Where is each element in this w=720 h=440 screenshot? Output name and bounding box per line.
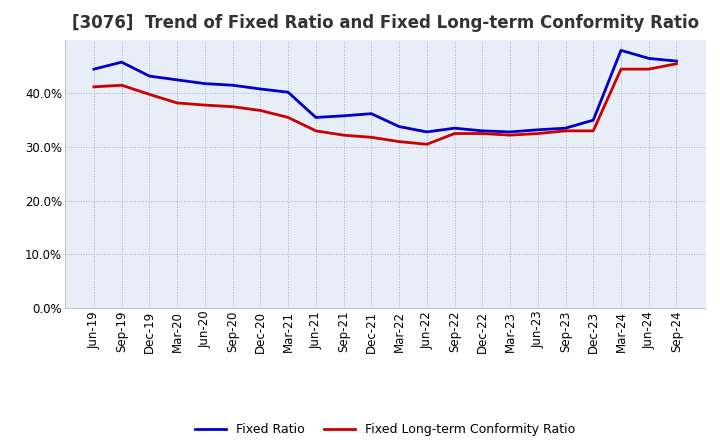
Fixed Ratio: [284, 90, 292, 95]
Fixed Ratio: [478, 128, 487, 133]
Fixed Long-term Conformity Ratio: [256, 108, 265, 113]
Title: [3076]  Trend of Fixed Ratio and Fixed Long-term Conformity Ratio: [3076] Trend of Fixed Ratio and Fixed Lo…: [71, 15, 699, 33]
Fixed Long-term Conformity Ratio: [423, 142, 431, 147]
Fixed Long-term Conformity Ratio: [201, 103, 210, 108]
Fixed Long-term Conformity Ratio: [284, 115, 292, 120]
Fixed Long-term Conformity Ratio: [561, 128, 570, 133]
Fixed Ratio: [339, 113, 348, 118]
Fixed Long-term Conformity Ratio: [589, 128, 598, 133]
Fixed Ratio: [395, 124, 403, 129]
Fixed Long-term Conformity Ratio: [672, 61, 681, 66]
Fixed Ratio: [672, 59, 681, 64]
Fixed Long-term Conformity Ratio: [534, 131, 542, 136]
Fixed Long-term Conformity Ratio: [339, 132, 348, 138]
Fixed Ratio: [117, 59, 126, 65]
Fixed Long-term Conformity Ratio: [117, 83, 126, 88]
Fixed Long-term Conformity Ratio: [505, 132, 514, 138]
Fixed Long-term Conformity Ratio: [367, 135, 376, 140]
Legend: Fixed Ratio, Fixed Long-term Conformity Ratio: Fixed Ratio, Fixed Long-term Conformity …: [190, 418, 580, 440]
Fixed Ratio: [534, 127, 542, 132]
Fixed Ratio: [256, 86, 265, 92]
Fixed Ratio: [616, 48, 625, 53]
Fixed Ratio: [173, 77, 181, 82]
Fixed Long-term Conformity Ratio: [145, 92, 154, 97]
Fixed Ratio: [367, 111, 376, 116]
Fixed Ratio: [589, 117, 598, 123]
Fixed Ratio: [201, 81, 210, 86]
Fixed Long-term Conformity Ratio: [228, 104, 237, 109]
Fixed Ratio: [450, 125, 459, 131]
Fixed Ratio: [145, 73, 154, 79]
Fixed Long-term Conformity Ratio: [395, 139, 403, 144]
Fixed Long-term Conformity Ratio: [312, 128, 320, 133]
Fixed Long-term Conformity Ratio: [173, 100, 181, 106]
Fixed Ratio: [423, 129, 431, 135]
Fixed Ratio: [505, 129, 514, 135]
Fixed Long-term Conformity Ratio: [478, 131, 487, 136]
Fixed Ratio: [644, 56, 653, 61]
Fixed Long-term Conformity Ratio: [644, 66, 653, 72]
Fixed Long-term Conformity Ratio: [450, 131, 459, 136]
Line: Fixed Ratio: Fixed Ratio: [94, 50, 677, 132]
Fixed Ratio: [561, 125, 570, 131]
Fixed Long-term Conformity Ratio: [89, 84, 98, 89]
Line: Fixed Long-term Conformity Ratio: Fixed Long-term Conformity Ratio: [94, 64, 677, 144]
Fixed Ratio: [228, 83, 237, 88]
Fixed Ratio: [312, 115, 320, 120]
Fixed Ratio: [89, 66, 98, 72]
Fixed Long-term Conformity Ratio: [616, 66, 625, 72]
